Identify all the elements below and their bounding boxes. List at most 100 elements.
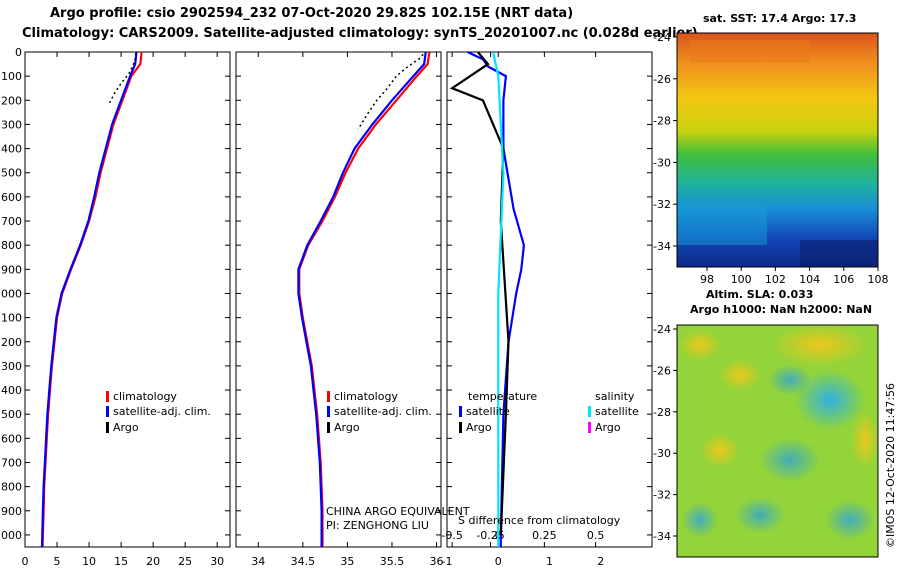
y-tick-label: 1900	[0, 505, 22, 518]
x-tick-label: 20	[146, 555, 160, 568]
annotation-institution: CHINA ARGO EQUIVALENT	[326, 505, 470, 518]
panel-frame-difference	[446, 51, 653, 548]
legend-swatch-temp-satellite	[459, 406, 462, 417]
annotation-pi: PI: ZENGHONG LIU	[326, 519, 429, 532]
y-tick-label: 700	[1, 215, 22, 228]
legend-swatch-sal-argo	[588, 422, 591, 433]
lon-label: 98	[700, 273, 714, 286]
y-tick-label: 1500	[0, 408, 22, 421]
sst-texture-dark	[800, 240, 878, 267]
x-tick-label-secondary: 2	[597, 555, 604, 568]
y-tick-label: 600	[1, 191, 22, 204]
legend-label-sal-satellite: satellite	[595, 405, 639, 418]
sla-blob	[682, 502, 718, 538]
x-tick-label: 15	[114, 555, 128, 568]
sla-blob	[825, 500, 875, 540]
lat-label: -26	[653, 73, 671, 86]
legend-swatch-satellite-adj	[327, 406, 330, 417]
legend-label-climatology: climatology	[334, 390, 398, 403]
lat-label: -34	[653, 530, 671, 543]
y-tick-label: 1700	[0, 456, 22, 469]
lat-label: -28	[653, 406, 671, 419]
legend-swatch-sal-satellite	[588, 406, 591, 417]
legend-label-temp-argo: Argo	[466, 421, 492, 434]
credit-text: ©IMOS 12-Oct-2020 11:47:56	[884, 383, 897, 548]
y-tick-label: 400	[1, 143, 22, 156]
legend-swatch-climatology	[327, 391, 330, 402]
legend-title-temperature: temperature	[468, 390, 537, 403]
sla-blob	[718, 359, 762, 391]
y-tick-label: 800	[1, 239, 22, 252]
sla-blob	[851, 410, 879, 470]
salinity-legend: climatology satellite-adj. clim. Argo	[327, 390, 432, 434]
y-tick-label: 900	[1, 263, 22, 276]
lat-label: -28	[653, 115, 671, 128]
series-satellite-adj-clim-	[297, 51, 427, 547]
sst-map	[676, 32, 879, 268]
x-tick-label: 10	[82, 555, 96, 568]
y-tick-label: 1600	[0, 432, 22, 445]
sst-map-axes: -24 -26 -28 -30 -32 -34 98 100 102 104 106 108	[653, 31, 888, 286]
sst-texture-warm	[690, 40, 810, 62]
temperature-legend: climatology satellite-adj. clim. Argo	[106, 390, 211, 434]
series-temperature-satellite	[467, 51, 526, 547]
y-tick-label: 200	[1, 94, 22, 107]
lat-label: -30	[653, 447, 671, 460]
lat-label: -26	[653, 364, 671, 377]
sla-blob	[700, 432, 740, 468]
sla-blob	[795, 370, 865, 430]
sla-map-title-2: Argo h1000: NaN h2000: NaN	[690, 303, 872, 316]
y-tick-label: 500	[1, 167, 22, 180]
y-tick-label: 0	[15, 46, 22, 59]
x-tick-label: 0.25	[532, 529, 557, 542]
lon-label: 100	[731, 273, 752, 286]
sla-map	[676, 323, 879, 558]
panel-frame-temperature	[24, 51, 231, 548]
panel-frame-salinity	[235, 51, 442, 548]
series-temperature-argo	[449, 51, 510, 535]
sst-texture-cool	[677, 205, 767, 245]
legend-title-salinity: salinity	[595, 390, 635, 403]
legend-label-satellite-adj: satellite-adj. clim.	[113, 405, 211, 418]
lat-label: -34	[653, 240, 671, 253]
x-tick-label: 0.5	[587, 529, 605, 542]
sla-blob	[770, 323, 870, 367]
x-tick-label: 35.5	[380, 555, 405, 568]
legend-label-temp-satellite: satellite	[466, 405, 510, 418]
y-tick-label: 1400	[0, 384, 22, 397]
x-tick-label-secondary: 0	[495, 555, 502, 568]
legend-label-climatology: climatology	[113, 390, 177, 403]
sla-frame	[676, 324, 879, 558]
sla-blob	[760, 438, 820, 482]
x-tick-label: 34.5	[291, 555, 316, 568]
header-line-1: Argo profile: csio 2902594_232 07-Oct-20…	[50, 6, 574, 21]
legend-swatch-argo	[106, 422, 109, 433]
x-tick-label: 36	[430, 555, 444, 568]
series-climatology	[298, 51, 431, 547]
sla-map-axes: -24 -26 -28 -30 -32 -34	[653, 323, 677, 543]
legend-label-argo: Argo	[113, 421, 139, 434]
sst-frame	[676, 32, 879, 268]
y-tick-label: 2000	[0, 529, 22, 542]
legend-swatch-temp-argo	[459, 422, 462, 433]
difference-legend: temperature satellite Argo salinity sate…	[459, 390, 639, 434]
x-tick-label: -0.5	[441, 529, 462, 542]
y-tick-label: 1000	[0, 287, 22, 300]
legend-label-satellite-adj: satellite-adj. clim.	[334, 405, 432, 418]
sla-blob	[678, 329, 722, 361]
lat-label: -32	[653, 489, 671, 502]
header-line-2: Climatology: CARS2009. Satellite-adjuste…	[22, 26, 698, 41]
sla-map-title-1: Altim. SLA: 0.033	[706, 288, 813, 301]
y-tick-label: 1100	[0, 312, 22, 325]
lat-label: -24	[653, 31, 671, 44]
legend-swatch-satellite-adj	[106, 406, 109, 417]
lat-label: -24	[653, 323, 671, 336]
sla-blob	[768, 364, 812, 396]
lat-label: -32	[653, 198, 671, 211]
series-argo	[108, 53, 137, 104]
x-tick-label: 35	[340, 555, 354, 568]
x-tick-label-secondary: 1	[546, 555, 553, 568]
lat-label: -30	[653, 156, 671, 169]
x-tick-label: 0	[22, 555, 29, 568]
